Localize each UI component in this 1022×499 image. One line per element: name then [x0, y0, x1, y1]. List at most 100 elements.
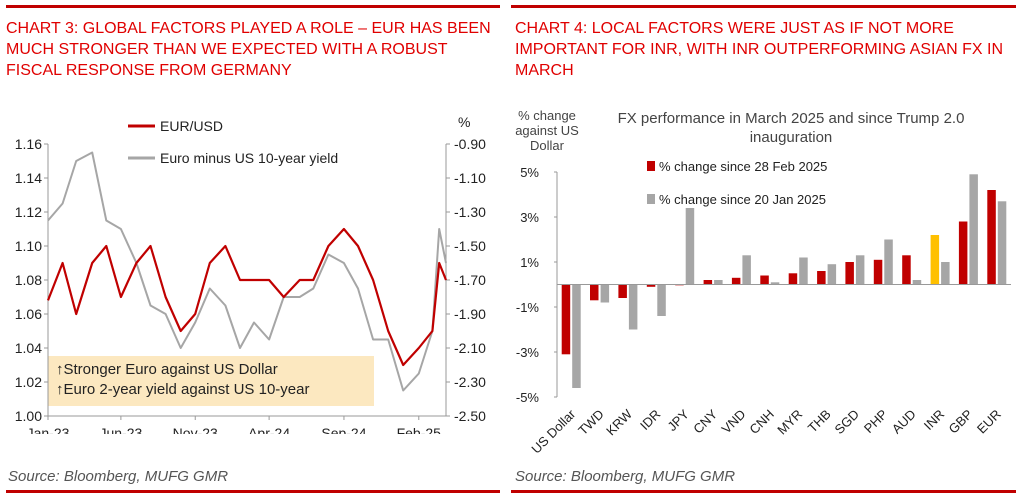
bar-vnd-since-jan [742, 255, 751, 285]
category-label: CNH [746, 407, 777, 438]
category-label: IDR [637, 407, 663, 433]
bottom-rule [511, 490, 1016, 493]
bar-thb-since-jan [827, 264, 837, 285]
bar-krw-since-jan [628, 284, 638, 330]
annotation-text: ↑Stronger Euro against US Dollar [56, 361, 278, 378]
right-tick-label: -1.70 [454, 272, 486, 288]
y-tick-label: 5% [520, 165, 539, 180]
right-axis-unit: % [458, 114, 470, 130]
x-tick-label: Feb-25 [397, 425, 442, 434]
left-tick-label: 1.08 [15, 272, 42, 288]
y-tick-label: -5% [516, 390, 540, 405]
eurusd-line [46, 227, 448, 367]
bar-php-since-jan [884, 239, 893, 285]
category-label: JPY [664, 406, 692, 434]
right-tick-label: -0.90 [454, 136, 486, 152]
bar-vnd-since-feb [731, 277, 741, 285]
chart4-panel: CHART 4: LOCAL FACTORS WERE JUST AS IF N… [511, 0, 1022, 499]
bar-twd-since-feb [590, 284, 599, 301]
bar-idr-since-feb [646, 284, 656, 287]
category-label: MYR [774, 407, 805, 438]
legend-label-eurusd: EUR/USD [160, 118, 223, 134]
annotation-text: ↑Euro 2-year yield against US 10-year [56, 381, 309, 398]
chart4-source: Source: Bloomberg, MUFG GMR [515, 468, 736, 485]
bar-php-since-feb [873, 259, 883, 285]
category-label: CNY [690, 406, 720, 436]
category-label: PHP [861, 407, 891, 437]
bar-idr-since-jan [657, 284, 666, 316]
chart4-title: CHART 4: LOCAL FACTORS WERE JUST AS IF N… [515, 20, 1004, 79]
category-label: TWD [575, 407, 607, 439]
y-tick-label: -1% [516, 300, 540, 315]
category-label: THB [805, 407, 834, 436]
x-tick-label: Jun-23 [99, 425, 142, 434]
category-label: GBP [945, 407, 975, 437]
bar-thb-since-feb [817, 271, 826, 285]
left-tick-label: 1.10 [15, 238, 42, 254]
bar-eur-since-feb [987, 190, 996, 285]
bar-gbp-since-feb [958, 221, 968, 285]
bar-us-dollar-since-feb [561, 284, 571, 355]
top-rule [6, 5, 500, 8]
y-tick-label: 3% [520, 210, 539, 225]
bar-cnh-since-jan [770, 282, 780, 285]
y-tick-label: 1% [520, 255, 539, 270]
chart3-panel: CHART 3: GLOBAL FACTORS PLAYED A ROLE – … [0, 0, 506, 499]
right-tick-label: -1.50 [454, 238, 486, 254]
chart3-source: Source: Bloomberg, MUFG GMR [8, 468, 229, 485]
eurusd-line-chart: ↑Stronger Euro against US Dollar ↑Euro 2-… [15, 114, 486, 434]
legend-label-since-jan: % change since 20 Jan 2025 [659, 192, 826, 207]
bar-krw-since-feb [618, 284, 627, 298]
legend-label-since-feb: % change since 28 Feb 2025 [659, 159, 827, 174]
bar-sgd-since-jan [855, 255, 865, 285]
y-axis-title: Dollar [530, 138, 565, 153]
category-label: KRW [603, 406, 635, 438]
legend-label-yield: Euro minus US 10-year yield [160, 150, 338, 166]
category-label: AUD [889, 407, 919, 437]
left-tick-label: 1.14 [15, 170, 42, 186]
x-tick-label: Nov-23 [173, 425, 218, 434]
bar-inr-since-feb [930, 235, 940, 285]
yield-spread-line [47, 151, 447, 392]
legend-swatch-since-feb [647, 161, 655, 171]
y-tick-label: -3% [516, 345, 540, 360]
bar-twd-since-jan [600, 284, 610, 303]
x-tick-label: Apr-24 [248, 425, 290, 434]
right-tick-label: -2.30 [454, 374, 486, 390]
left-tick-label: 1.12 [15, 204, 42, 220]
bar-sgd-since-feb [845, 262, 854, 285]
right-tick-label: -1.90 [454, 306, 486, 322]
bar-jpy-since-jan [685, 208, 695, 285]
category-label: EUR [974, 407, 1004, 437]
left-tick-label: 1.00 [15, 408, 42, 424]
bar-cny-since-jan [714, 280, 723, 285]
bottom-rule [6, 490, 500, 493]
left-tick-label: 1.16 [15, 136, 42, 152]
category-label: US Dollar [528, 406, 578, 456]
y-axis-title: against US [515, 123, 579, 138]
x-tick-label: Jan-23 [27, 425, 70, 434]
right-tick-label: -1.10 [454, 170, 486, 186]
top-rule [511, 5, 1016, 8]
right-tick-label: -1.30 [454, 204, 486, 220]
bar-myr-since-feb [788, 273, 798, 285]
left-tick-label: 1.02 [15, 374, 42, 390]
y-axis-title: % change [518, 108, 576, 123]
chart4-chart-title: inauguration [750, 129, 833, 146]
x-tick-label: Sep-24 [321, 425, 366, 434]
right-tick-label: -2.10 [454, 340, 486, 356]
bar-cny-since-feb [703, 280, 713, 285]
right-tick-label: -2.50 [454, 408, 486, 424]
chart4-chart-title: FX performance in March 2025 and since T… [618, 110, 965, 127]
left-tick-label: 1.04 [15, 340, 42, 356]
bar-gbp-since-jan [969, 174, 978, 285]
bar-us-dollar-since-jan [572, 284, 581, 388]
bar-eur-since-jan [997, 201, 1007, 285]
legend-swatch-since-jan [647, 194, 655, 204]
bar-cnh-since-feb [760, 275, 769, 285]
left-tick-label: 1.06 [15, 306, 42, 322]
bar-inr-since-jan [941, 262, 950, 285]
chart3-title: CHART 3: GLOBAL FACTORS PLAYED A ROLE – … [6, 20, 491, 79]
annotation-box [48, 356, 374, 406]
category-label: SGD [831, 407, 862, 438]
